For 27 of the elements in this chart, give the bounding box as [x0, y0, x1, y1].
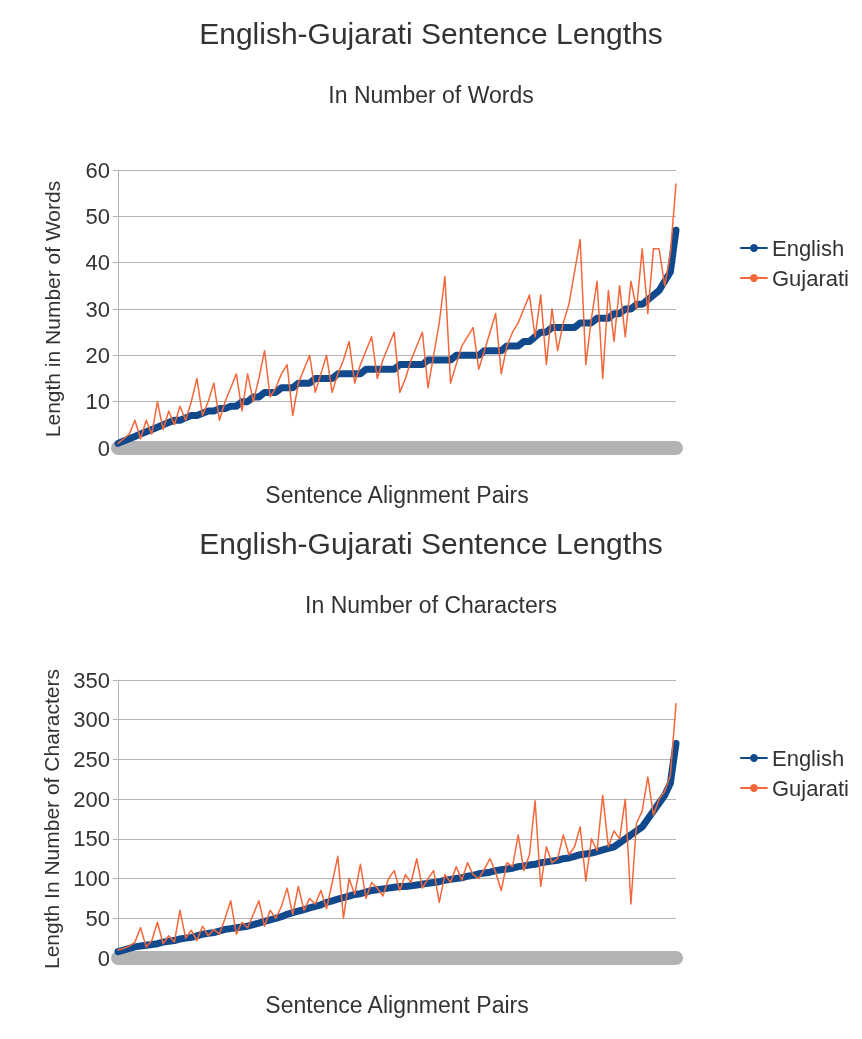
chart-subtitle: In Number of Characters [305, 591, 557, 618]
chart-title: English-Gujarati Sentence Lengths [199, 16, 663, 50]
y-axis-title: Length In Number of Characters [40, 669, 64, 969]
y-tick-label: 350 [73, 667, 110, 693]
y-axis-title: Length in Number of Words [41, 180, 64, 438]
y-tick-label: 60 [85, 157, 110, 183]
y-tick-label: 300 [73, 707, 110, 733]
y-tick-label: 250 [73, 746, 110, 772]
chart-title: English-Gujarati Sentence Lengths [199, 526, 663, 560]
legend-label: English [771, 745, 845, 771]
y-tick-label: 150 [73, 826, 110, 852]
x-axis-title: Sentence Alignment Pairs [265, 991, 529, 1018]
legend-label: English [771, 235, 845, 261]
legend-label: Gujarati [771, 265, 850, 291]
y-tick-label: 50 [85, 905, 110, 931]
x-axis-title: Sentence Alignment Pairs [265, 481, 529, 508]
legend-label: Gujarati [771, 775, 850, 801]
chart-subtitle: In Number of Words [328, 81, 534, 108]
y-tick-label: 40 [85, 250, 110, 276]
y-tick-label: 200 [73, 786, 110, 812]
y-tick-label: 0 [97, 945, 110, 971]
y-tick-label: 20 [85, 342, 110, 368]
y-tick-label: 100 [73, 866, 110, 892]
y-tick-label: 50 [85, 203, 110, 229]
y-tick-label: 30 [85, 296, 110, 322]
y-tick-label: 0 [97, 435, 110, 461]
y-tick-label: 10 [85, 389, 110, 415]
